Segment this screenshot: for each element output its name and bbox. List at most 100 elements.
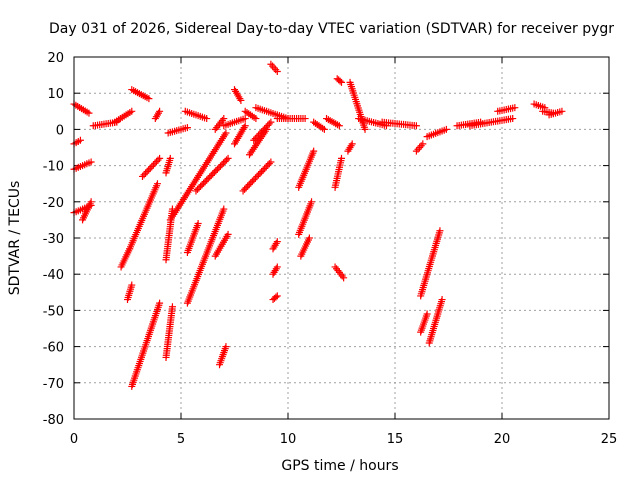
data-point bbox=[222, 129, 230, 137]
data-point bbox=[213, 165, 221, 173]
data-point bbox=[423, 310, 431, 318]
satellite-track-44 bbox=[323, 115, 343, 130]
data-point bbox=[416, 144, 424, 151]
satellite-track-42 bbox=[297, 234, 313, 260]
plot-frame bbox=[73, 56, 610, 420]
data-point bbox=[204, 175, 212, 183]
satellite-track-13 bbox=[138, 154, 164, 180]
y-tick-label: -50 bbox=[43, 304, 64, 319]
data-point bbox=[220, 115, 228, 123]
data-point bbox=[241, 122, 249, 130]
satellite-track-27 bbox=[220, 115, 249, 130]
data-point bbox=[265, 120, 273, 128]
data-point bbox=[149, 161, 157, 169]
data-point bbox=[245, 181, 253, 189]
data-point bbox=[143, 168, 151, 176]
data-point bbox=[87, 198, 95, 206]
y-tick-label: -20 bbox=[43, 196, 64, 211]
satellite-track-58 bbox=[466, 115, 517, 130]
data-point bbox=[241, 115, 249, 123]
data-point bbox=[264, 121, 272, 129]
data-point bbox=[558, 107, 566, 115]
satellite-track-18 bbox=[166, 129, 230, 224]
satellite-track-17 bbox=[162, 205, 176, 264]
data-point bbox=[419, 140, 427, 148]
satellite-track-62 bbox=[545, 107, 566, 119]
y-tick-label: 0 bbox=[56, 123, 64, 138]
satellite-track-24 bbox=[211, 230, 232, 260]
data-point bbox=[256, 169, 264, 177]
data-point bbox=[145, 166, 153, 174]
data-point bbox=[338, 78, 345, 86]
data-point bbox=[273, 263, 281, 271]
data-point bbox=[308, 198, 316, 206]
data-point bbox=[305, 234, 313, 242]
data-point bbox=[262, 163, 270, 171]
data-point bbox=[168, 303, 176, 311]
data-point bbox=[250, 136, 258, 144]
data-point bbox=[272, 66, 280, 74]
data-point bbox=[207, 171, 215, 179]
data-point bbox=[219, 159, 227, 167]
data-point bbox=[310, 147, 318, 155]
satellite-track-30 bbox=[241, 107, 260, 123]
satellite-track-54 bbox=[417, 310, 431, 336]
data-point bbox=[258, 168, 266, 176]
data-point bbox=[251, 174, 259, 182]
data-point bbox=[140, 171, 148, 179]
data-point bbox=[273, 238, 281, 246]
data-point bbox=[224, 230, 232, 238]
data-point bbox=[247, 179, 255, 187]
data-point bbox=[138, 172, 146, 180]
data-point bbox=[239, 187, 247, 195]
data-point bbox=[261, 125, 269, 133]
data-point bbox=[198, 181, 206, 189]
satellite-track-29 bbox=[231, 122, 249, 148]
satellite-track-37 bbox=[269, 292, 281, 304]
data-point bbox=[340, 274, 348, 282]
grid-lines bbox=[74, 57, 609, 419]
data-point bbox=[128, 281, 136, 289]
satellite-track-48 bbox=[346, 78, 369, 133]
data-point bbox=[361, 125, 369, 133]
data-point bbox=[194, 220, 202, 228]
satellite-track-25 bbox=[216, 343, 230, 369]
data-point bbox=[200, 179, 208, 187]
data-point bbox=[348, 140, 356, 148]
y-tick-label: -10 bbox=[43, 160, 64, 175]
data-point bbox=[206, 173, 214, 181]
data-point bbox=[256, 130, 264, 138]
data-point bbox=[252, 115, 260, 123]
x-tick-label: 25 bbox=[601, 432, 618, 447]
data-point bbox=[270, 64, 278, 72]
x-tick-label: 15 bbox=[387, 432, 404, 447]
data-point bbox=[85, 109, 93, 117]
data-point bbox=[195, 184, 203, 192]
y-tick-label: -60 bbox=[43, 341, 64, 356]
data-point bbox=[335, 122, 343, 130]
x-tick-label: 20 bbox=[494, 432, 511, 447]
data-point bbox=[146, 164, 154, 172]
data-point bbox=[156, 299, 164, 307]
data-point bbox=[250, 176, 258, 184]
data-point bbox=[221, 157, 229, 165]
satellite-track-02 bbox=[70, 136, 84, 148]
satellite-track-56 bbox=[423, 125, 450, 141]
data-point bbox=[248, 177, 256, 185]
data-point bbox=[255, 171, 263, 179]
data-point bbox=[203, 115, 211, 123]
data-point bbox=[265, 160, 273, 168]
satellite-track-16 bbox=[162, 154, 174, 177]
data-point bbox=[142, 169, 150, 177]
satellite-track-07 bbox=[111, 107, 136, 126]
data-point bbox=[183, 124, 191, 132]
data-point bbox=[220, 205, 228, 213]
x-tick-label: 5 bbox=[177, 432, 185, 447]
data-point bbox=[264, 161, 272, 169]
satellite-track-10 bbox=[126, 180, 161, 253]
data-point bbox=[438, 296, 446, 304]
data-point bbox=[241, 185, 249, 193]
data-point bbox=[148, 163, 156, 171]
data-point bbox=[251, 135, 259, 143]
